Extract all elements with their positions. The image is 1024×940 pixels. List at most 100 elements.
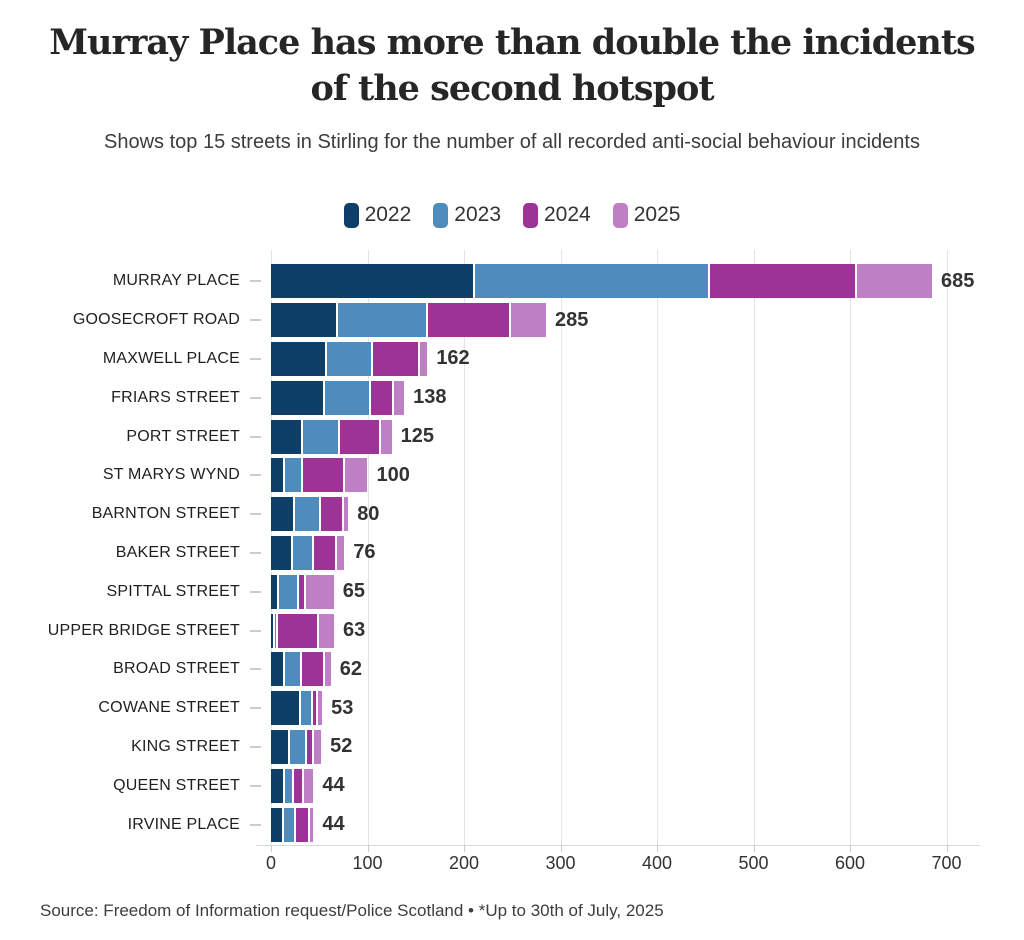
bar-segment-2025 <box>336 535 345 570</box>
bar-segment-2022 <box>271 497 294 532</box>
chart-legend: 2022 2023 2024 2025 <box>0 200 1024 230</box>
y-axis-tick <box>240 551 271 554</box>
bar-segment-2022 <box>271 419 301 454</box>
bar-total-label: 125 <box>400 425 434 448</box>
bar-track: 76 <box>271 535 1015 570</box>
bar-segment-2024 <box>313 691 317 726</box>
bar-segment-2025 <box>318 613 334 648</box>
chart-row: SPITTAL STREET 65 <box>0 572 1015 611</box>
bar-segment-2023 <box>285 768 293 803</box>
x-axis-label-700: 700 <box>931 853 962 873</box>
bar-track: 125 <box>271 419 1015 454</box>
bar-segment-2024 <box>371 380 392 415</box>
bar-track: 80 <box>271 497 1015 532</box>
bar-total-label: 65 <box>342 580 365 603</box>
bar-track: 63 <box>271 613 1015 648</box>
bar-segment-2023 <box>285 652 300 687</box>
bar-segment-2024 <box>301 652 324 687</box>
bar-track: 44 <box>271 807 1015 842</box>
bar-segment-2024 <box>710 264 855 299</box>
bar-segment-2022 <box>271 341 325 376</box>
legend-item-2023: 2023 <box>433 202 501 228</box>
bar-segment-2024 <box>278 613 317 648</box>
bar-segment-2023 <box>283 807 295 842</box>
x-axis-tick-0 <box>271 845 272 852</box>
bar-track: 162 <box>271 341 1015 376</box>
chart-bars-area: MURRAY PLACE 685 GOOSECROFT ROAD 285 MAXWELL… <box>0 262 1015 844</box>
gridline-500 <box>753 250 755 845</box>
gridline-400 <box>657 250 658 845</box>
street-label: IRVINE PLACE <box>127 815 240 833</box>
bar-total-label: 80 <box>357 502 380 525</box>
street-label: ST MARYS WYND <box>102 466 240 484</box>
bar-segment-2022 <box>271 458 283 493</box>
bar-segment-2022 <box>271 768 284 803</box>
bar-segment-2022 <box>271 574 277 609</box>
bar-segment-2025 <box>393 380 405 415</box>
bar-segment-2023 <box>278 574 297 609</box>
bar-segment-2025 <box>303 768 314 803</box>
bar-segment-2022 <box>271 264 473 299</box>
y-axis-tick <box>240 319 271 322</box>
street-label: PORT STREET <box>126 427 240 445</box>
y-axis-tick <box>240 668 271 671</box>
bar-segment-2023 <box>337 303 427 338</box>
bar-segment-2022 <box>271 535 292 570</box>
y-axis-tick <box>240 396 271 399</box>
bar-segment-2024 <box>321 497 343 532</box>
chart-row: PORT STREET 125 <box>0 417 1015 456</box>
street-label: UPPER BRIDGE STREET <box>47 621 240 639</box>
legend-swatch-icon <box>343 202 359 228</box>
bar-segment-2024 <box>294 768 302 803</box>
chart-row: BARNTON STREET 80 <box>0 495 1015 534</box>
bar-track: 52 <box>271 729 1015 764</box>
bar-track: 65 <box>271 574 1015 609</box>
bar-segment-2025 <box>325 652 331 687</box>
y-axis-tick <box>240 590 271 593</box>
gridline-600 <box>850 250 851 845</box>
chart-row: BROAD STREET 62 <box>0 650 1015 689</box>
gridline-200 <box>464 250 465 845</box>
chart-row: MURRAY PLACE 685 <box>0 262 1015 301</box>
street-label: MURRAY PLACE <box>112 272 240 290</box>
y-axis-tick <box>240 745 271 748</box>
bar-segment-2025 <box>314 729 322 764</box>
bar-segment-2024 <box>296 807 308 842</box>
legend-label: 2023 <box>454 203 501 226</box>
y-axis-tick <box>240 357 271 360</box>
chart-row: ST MARYS WYND 100 <box>0 456 1015 495</box>
gridline-700 <box>946 250 948 845</box>
chart-title-line1: Murray Place has more than double the in… <box>49 22 975 63</box>
bar-total-label: 285 <box>555 308 589 331</box>
street-label: BROAD STREET <box>113 660 240 678</box>
legend-item-2022: 2022 <box>343 202 412 228</box>
x-axis-tick-100 <box>367 845 369 852</box>
bar-segment-2024 <box>373 341 418 376</box>
bar-segment-2025 <box>305 574 334 609</box>
gridline-100 <box>367 250 369 845</box>
bar-segment-2022 <box>271 729 289 764</box>
chart-row: COWANE STREET 53 <box>0 689 1015 728</box>
bar-segment-2023 <box>290 729 305 764</box>
legend-label: 2024 <box>544 203 591 226</box>
bar-segment-2023 <box>325 380 370 415</box>
legend-label: 2022 <box>364 203 412 226</box>
street-label: QUEEN STREET <box>113 776 240 794</box>
x-axis-tick-400 <box>657 845 658 852</box>
bar-track: 138 <box>271 380 1015 415</box>
chart-row: QUEEN STREET 44 <box>0 766 1015 805</box>
bar-segment-2024 <box>314 535 335 570</box>
bar-segment-2023 <box>295 497 320 532</box>
y-axis-tick <box>240 474 271 477</box>
chart-row: IRVINE PLACE 44 <box>0 805 1015 844</box>
bar-track: 44 <box>271 768 1015 803</box>
street-label: BARNTON STREET <box>91 505 240 523</box>
bar-segment-2023 <box>274 613 276 648</box>
chart-row: KING STREET 52 <box>0 728 1015 767</box>
bar-segment-2024 <box>298 574 304 609</box>
source-note: Source: Freedom of Information request/P… <box>40 901 664 920</box>
bar-segment-2025 <box>419 341 428 376</box>
bar-track: 53 <box>271 691 1015 726</box>
bar-segment-2024 <box>306 729 313 764</box>
